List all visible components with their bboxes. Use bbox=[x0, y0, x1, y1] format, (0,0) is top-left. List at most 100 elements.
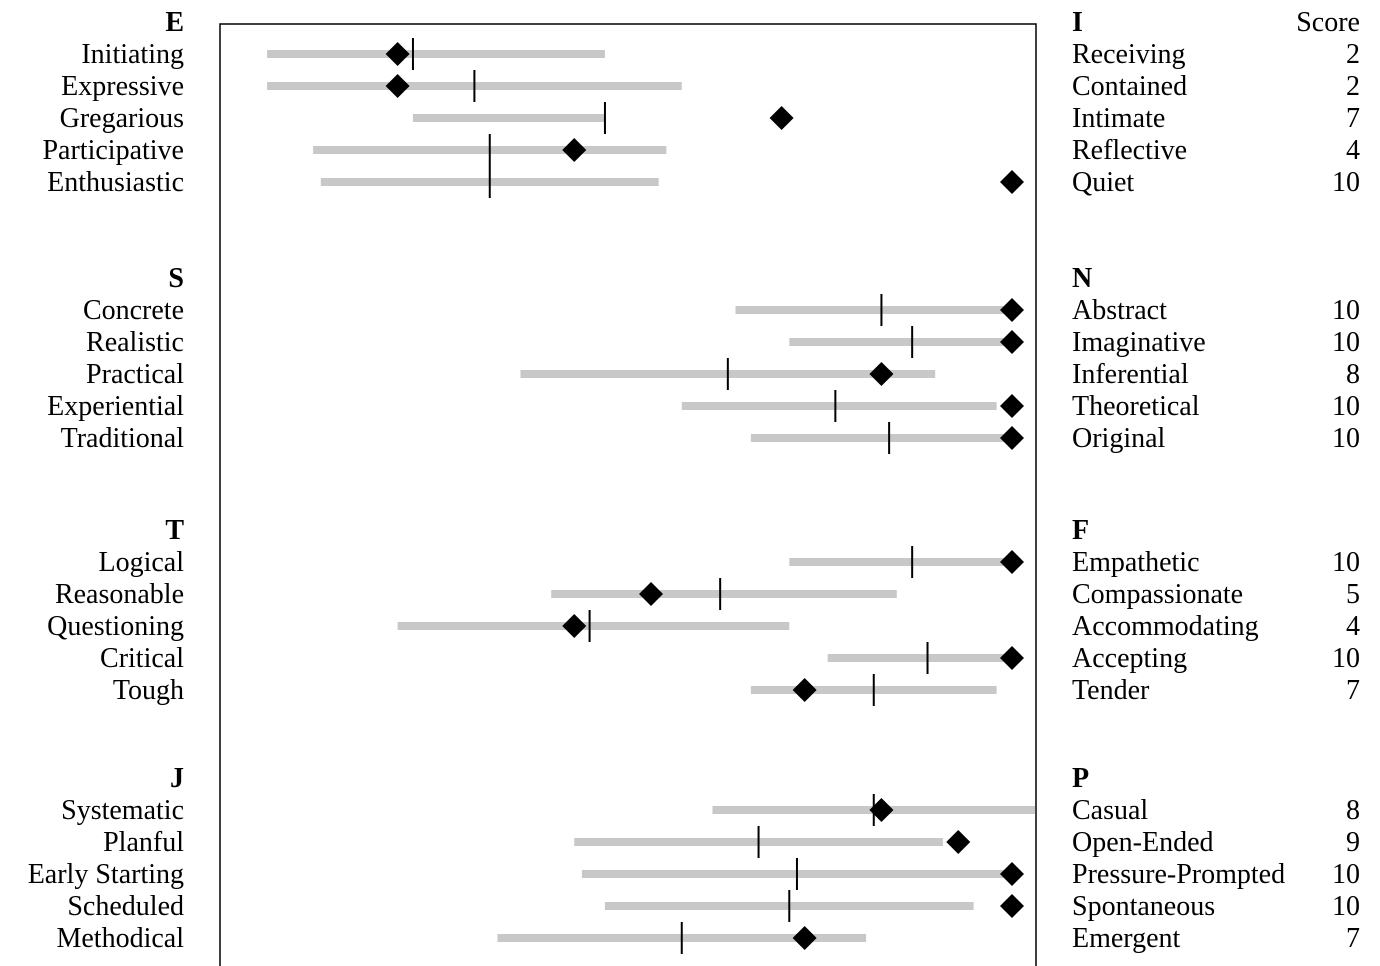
facet-left-label: Realistic bbox=[86, 327, 184, 358]
facet-score: 2 bbox=[1346, 39, 1360, 70]
score-marker bbox=[562, 138, 587, 162]
left-pole-label: T bbox=[165, 515, 184, 546]
facet-left-label: Initiating bbox=[81, 39, 184, 70]
facet-score: 5 bbox=[1346, 579, 1360, 610]
range-bar bbox=[789, 338, 1012, 346]
facet-right-label: Emergent bbox=[1072, 923, 1181, 954]
score-marker bbox=[792, 678, 817, 702]
facet-left-label: Systematic bbox=[61, 795, 184, 826]
facet-score: 9 bbox=[1346, 827, 1360, 858]
facet-score: 10 bbox=[1332, 547, 1360, 578]
facet-score: 7 bbox=[1346, 923, 1360, 954]
facet-right-label: Open-Ended bbox=[1072, 827, 1214, 858]
facet-left-label: Tough bbox=[113, 675, 184, 706]
facet-left-label: Enthusiastic bbox=[47, 167, 184, 198]
right-pole-label: P bbox=[1072, 763, 1089, 794]
facet-right-label: Intimate bbox=[1072, 103, 1165, 134]
facet-left-label: Gregarious bbox=[60, 103, 184, 134]
facet-score: 10 bbox=[1332, 327, 1360, 358]
facet-left-label: Planful bbox=[103, 827, 184, 858]
score-marker bbox=[769, 106, 794, 130]
facet-left-label: Early Starting bbox=[28, 859, 184, 890]
score-marker bbox=[1000, 394, 1024, 418]
facet-left-label: Practical bbox=[86, 359, 184, 390]
range-bar bbox=[551, 590, 897, 598]
score-marker bbox=[869, 798, 894, 822]
facet-left-label: Methodical bbox=[56, 923, 184, 954]
score-marker bbox=[1000, 646, 1024, 670]
facet-score: 8 bbox=[1346, 359, 1360, 390]
score-header: Score bbox=[1296, 7, 1360, 38]
facet-right-label: Spontaneous bbox=[1072, 891, 1215, 922]
facet-right-label: Quiet bbox=[1072, 167, 1134, 198]
facet-left-label: Participative bbox=[42, 135, 184, 166]
range-bar bbox=[412, 114, 605, 122]
facet-left-label: Concrete bbox=[83, 295, 184, 326]
facet-right-label: Empathetic bbox=[1072, 547, 1200, 578]
facet-right-label: Pressure-Prompted bbox=[1072, 859, 1285, 890]
facet-right-label: Inferential bbox=[1072, 359, 1189, 390]
range-bar bbox=[789, 558, 1012, 566]
score-marker bbox=[385, 74, 410, 98]
score-marker bbox=[639, 582, 664, 606]
facet-right-label: Compassionate bbox=[1072, 579, 1243, 610]
right-pole-label: F bbox=[1072, 515, 1089, 546]
facet-right-label: Tender bbox=[1072, 675, 1150, 706]
plot-frame bbox=[219, 23, 1037, 966]
score-marker bbox=[946, 830, 971, 854]
facet-left-label: Expressive bbox=[61, 71, 184, 102]
range-bar bbox=[681, 402, 997, 410]
facet-right-label: Casual bbox=[1072, 795, 1148, 826]
facet-score: 10 bbox=[1332, 295, 1360, 326]
facet-left-label: Reasonable bbox=[55, 579, 184, 610]
facet-right-label: Abstract bbox=[1072, 295, 1167, 326]
score-marker bbox=[1000, 862, 1024, 886]
score-marker bbox=[562, 614, 587, 638]
facet-score: 4 bbox=[1346, 611, 1360, 642]
facet-left-label: Logical bbox=[98, 547, 184, 578]
facet-right-label: Theoretical bbox=[1072, 391, 1200, 422]
score-marker bbox=[385, 42, 410, 66]
facet-score: 10 bbox=[1332, 891, 1360, 922]
facet-left-label: Questioning bbox=[47, 611, 184, 642]
range-bar bbox=[267, 50, 605, 58]
score-marker bbox=[869, 362, 894, 386]
facet-right-label: Accepting bbox=[1072, 643, 1187, 674]
facet-left-label: Critical bbox=[100, 643, 184, 674]
facet-left-label: Experiential bbox=[47, 391, 184, 422]
facet-score: 10 bbox=[1332, 859, 1360, 890]
facet-right-label: Reflective bbox=[1072, 135, 1187, 166]
facet-score: 10 bbox=[1332, 167, 1360, 198]
facet-score: 2 bbox=[1346, 71, 1360, 102]
left-pole-label: E bbox=[165, 7, 184, 38]
facet-right-label: Receiving bbox=[1072, 39, 1186, 70]
score-marker bbox=[1000, 330, 1024, 354]
score-marker bbox=[1000, 298, 1024, 322]
range-bar bbox=[827, 654, 1012, 662]
score-marker bbox=[1000, 170, 1024, 194]
score-marker bbox=[1000, 894, 1024, 918]
facet-right-label: Imaginative bbox=[1072, 327, 1206, 358]
facet-score: 7 bbox=[1346, 675, 1360, 706]
score-marker bbox=[1000, 426, 1024, 450]
facet-right-label: Original bbox=[1072, 423, 1166, 454]
facet-left-label: Traditional bbox=[61, 423, 185, 454]
facet-left-label: Scheduled bbox=[67, 891, 184, 922]
range-bar bbox=[735, 306, 1012, 314]
range-bar bbox=[397, 622, 790, 630]
facet-score: 10 bbox=[1332, 423, 1360, 454]
facet-score: 8 bbox=[1346, 795, 1360, 826]
facet-score: 7 bbox=[1346, 103, 1360, 134]
facet-score: 4 bbox=[1346, 135, 1360, 166]
left-pole-label: J bbox=[170, 763, 184, 794]
score-marker bbox=[1000, 550, 1024, 574]
right-pole-label: N bbox=[1072, 263, 1092, 294]
right-pole-label: I bbox=[1072, 7, 1083, 38]
left-pole-label: S bbox=[168, 263, 184, 294]
facet-score: 10 bbox=[1332, 391, 1360, 422]
facet-right-label: Contained bbox=[1072, 71, 1187, 102]
facet-right-label: Accommodating bbox=[1072, 611, 1259, 642]
facet-score: 10 bbox=[1332, 643, 1360, 674]
score-marker bbox=[792, 926, 817, 950]
